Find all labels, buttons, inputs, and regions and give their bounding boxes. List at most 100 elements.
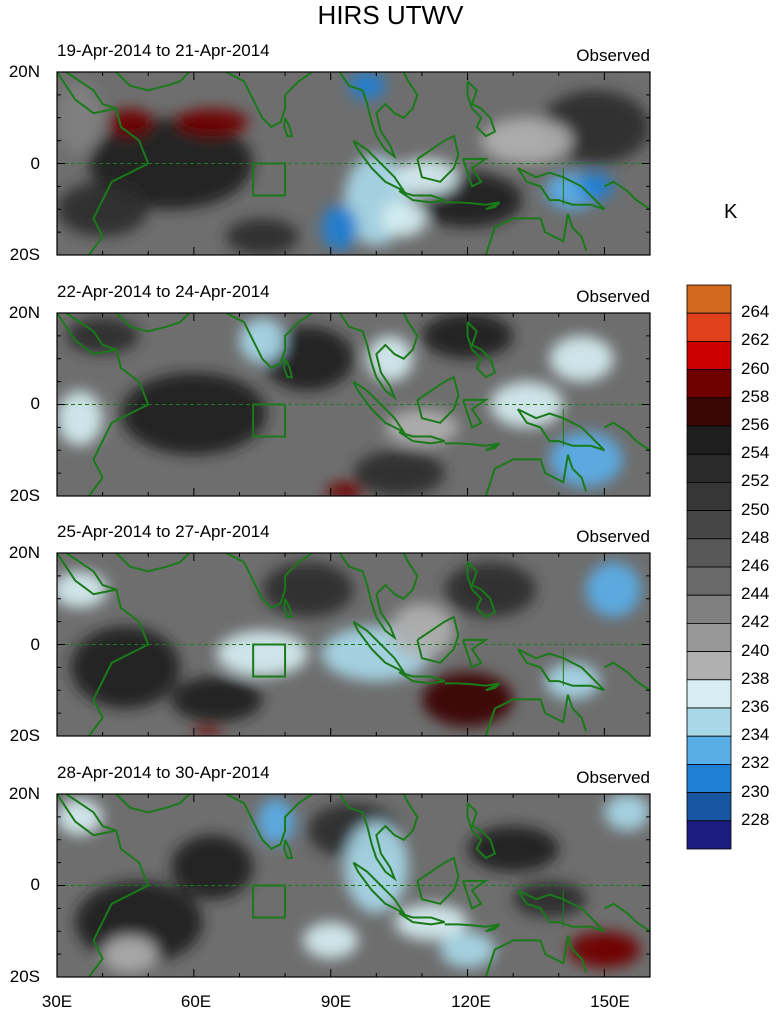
field-contour-region [107,108,153,137]
field-contour-region [57,81,103,155]
coastline [338,72,419,160]
field-contour-region [513,880,587,918]
field-contour-region [586,562,641,618]
coastline [462,638,490,669]
coastline [416,375,460,424]
field-contour-region [102,935,158,973]
field-contour-region [171,835,254,900]
p2-lat-20s: 20S [9,486,40,505]
coastline [225,553,313,610]
field-contour-region [321,204,359,251]
coastline [485,442,501,452]
field-contour-region [353,450,445,496]
field-contour-region [344,821,409,913]
coastline [398,430,446,445]
colorbar-swatch [686,623,732,653]
colorbar-swatch [686,538,732,568]
coastline [516,648,606,692]
p3-lat-0: 0 [30,635,40,654]
colorbar-label: 236 [741,697,770,716]
coastline [57,553,150,736]
panel-1-period: 19-Apr-2014 to 21-Apr-2014 [57,41,270,60]
colorbar-label: 248 [741,527,770,547]
coastline [338,553,419,641]
panel-2-tag: Observed [576,287,650,306]
colorbar-label: 256 [741,415,770,434]
coastline [416,134,460,183]
coastline [115,553,191,573]
coastline [466,561,497,619]
coastline [516,889,606,933]
field-contour-region [303,922,359,959]
colorbar-label: 240 [741,640,770,660]
panel-3-tag: Observed [576,527,650,546]
map-panel-4 [57,794,650,977]
lon-30e: 30E [41,992,73,1011]
coastline [352,139,407,194]
field-contour-region [257,798,295,845]
colorbar-label: 228 [741,809,770,829]
field-contour-region [75,880,203,964]
coastline [484,694,588,736]
colorbar-label: 250 [741,499,770,519]
field-contour-region [549,335,614,382]
colorbar-label: 246 [741,556,770,575]
coastline [65,72,117,110]
coastline [485,201,501,211]
map-panel-1 [57,72,650,255]
coastline [416,856,460,905]
coastline [115,313,191,333]
field-contour-region [481,117,573,164]
figure-title: HIRS UTWV [317,0,464,30]
field-contour-region [57,571,108,608]
field-contour-region [57,390,103,446]
coastline [283,117,294,138]
colorbar-swatch [686,651,732,681]
field-contour-region [66,317,140,355]
coastline [516,408,606,452]
field-contour-region [421,671,514,727]
colorbar-unit: K [724,201,738,223]
colorbar-label: 232 [741,753,770,773]
field-contour-region [239,317,286,364]
p1-lat-20n: 20N [8,62,40,81]
field-contour-region [171,676,263,723]
colorbar-swatch [686,792,732,822]
colorbar-swatch [686,594,732,624]
colorbar-label: 252 [741,471,770,491]
field-contour-region [57,798,103,836]
field-contour-region [175,108,249,137]
coastline [466,802,497,860]
field-contour-region [326,482,363,496]
coastline [444,201,500,206]
coastline [444,442,500,447]
map-panel-2 [57,313,650,496]
coastline [444,682,500,687]
colorbar-swatch [686,679,732,709]
field-contour-region [385,409,459,446]
coastline [338,313,419,401]
field-contour-region [394,158,459,196]
coastline [398,912,446,926]
panel-3-period: 25-Apr-2014 to 27-Apr-2014 [57,522,270,541]
coastline [603,661,650,692]
coastline [225,313,313,370]
colorbar-label: 230 [741,781,770,801]
p2-lat-20n: 20N [8,303,40,322]
field-contour-region [225,218,299,255]
coastline [484,454,588,496]
colorbar-label: 262 [741,330,770,350]
colorbar-swatch [686,481,732,511]
colorbar-swatch [686,566,732,596]
coastline [462,879,490,910]
field-contour-region [389,603,454,659]
panel-4-period: 28-Apr-2014 to 30-Apr-2014 [57,763,270,782]
coastline [57,794,150,977]
colorbar-label: 244 [741,584,770,604]
p4-lat-0: 0 [30,875,40,894]
p4-lat-20n: 20N [8,784,40,803]
colorbar-swatch [686,340,732,370]
coastline [115,794,191,814]
field-contour-region [549,431,623,487]
